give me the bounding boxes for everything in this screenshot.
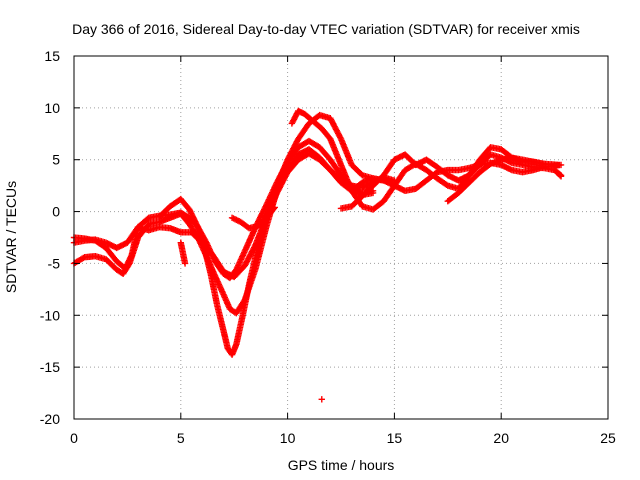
y-tick-label: 0 bbox=[52, 204, 60, 220]
data-points bbox=[70, 107, 565, 403]
data-point bbox=[271, 204, 278, 211]
data-point bbox=[80, 254, 87, 262]
y-tick-label: -20 bbox=[40, 411, 60, 427]
chart-title: Day 366 of 2016, Sidereal Day-to-day VTE… bbox=[72, 21, 580, 37]
y-tick-label: 15 bbox=[44, 48, 60, 64]
x-tick-label: 0 bbox=[70, 430, 78, 446]
data-point bbox=[270, 205, 278, 212]
y-tick-label: -15 bbox=[40, 359, 60, 375]
x-tick-label: 10 bbox=[280, 430, 296, 446]
y-tick-label: 5 bbox=[52, 152, 60, 168]
y-tick-label: 10 bbox=[44, 100, 60, 116]
x-tick-label: 20 bbox=[493, 430, 509, 446]
x-axis-label: GPS time / hours bbox=[288, 457, 395, 473]
series-track-11 bbox=[553, 168, 565, 180]
axis-ticks: 0 5 10 15 20 25 -20 -15 -10 -5 0 5 10 15 bbox=[40, 48, 616, 446]
grid-lines bbox=[74, 56, 608, 419]
data-point bbox=[369, 187, 377, 195]
series-track-9 bbox=[228, 204, 278, 232]
x-tick-label: 15 bbox=[387, 430, 403, 446]
data-point bbox=[318, 396, 325, 403]
data-point bbox=[557, 173, 565, 180]
x-tick-label: 5 bbox=[177, 430, 185, 446]
y-tick-label: -10 bbox=[40, 307, 60, 323]
plot-frame bbox=[73, 55, 609, 420]
data-point bbox=[540, 160, 548, 168]
series-track-7 bbox=[70, 150, 377, 281]
data-point bbox=[557, 161, 565, 169]
y-tick-label: -5 bbox=[48, 255, 61, 271]
series-track-8 bbox=[444, 154, 548, 205]
series-outlier bbox=[318, 396, 325, 403]
series-track-10 bbox=[177, 239, 189, 267]
y-axis-label: SDTVAR / TECUs bbox=[3, 181, 19, 293]
data-point bbox=[181, 260, 189, 267]
data-point bbox=[556, 172, 564, 179]
x-tick-label: 25 bbox=[600, 430, 616, 446]
